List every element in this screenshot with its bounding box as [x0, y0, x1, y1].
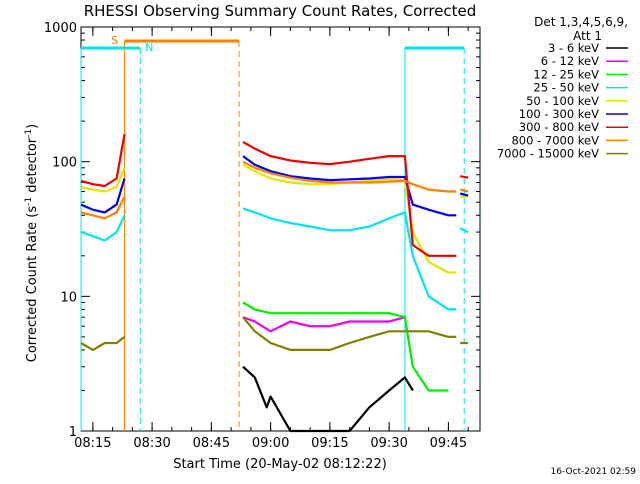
x-tick-label: 08:30 [133, 436, 170, 451]
legend-label-8: 7000 - 15000 keV [497, 147, 599, 161]
x-tick-label: 08:45 [193, 436, 230, 451]
night-flag-label: N [145, 41, 153, 54]
series-line-6 [459, 175, 469, 179]
x-tick-label: 09:30 [370, 436, 407, 451]
chart-title: RHESSI Observing Summary Count Rates, Co… [84, 2, 477, 20]
legend-header-line-2: Att 1 [573, 29, 602, 43]
series-line-1 [242, 316, 406, 333]
series-line-6 [242, 141, 457, 257]
series-line-5 [459, 192, 469, 197]
y-axis-label-mid: detector [25, 137, 40, 197]
legend-label-1: 6 - 12 keV [541, 54, 599, 68]
series-line-7 [242, 160, 457, 193]
x-tick-label: 09:45 [430, 436, 467, 451]
legend-label-0: 3 - 6 keV [548, 41, 599, 55]
y-tick-label: 1 [69, 425, 77, 440]
series-line-7 [459, 188, 469, 193]
y-axis-label: Corrected Count Rate (s-1 detector-1) [24, 124, 40, 362]
legend-label-7: 800 - 7000 keV [511, 133, 599, 147]
legend-label-5: 100 - 300 keV [519, 107, 599, 121]
x-axis-label: Start Time (20-May-02 08:12:22) [173, 457, 387, 472]
y-axis-label-prefix: Corrected Count Rate (s [25, 206, 40, 363]
series-line-7 [80, 196, 126, 220]
x-tick-label: 09:00 [252, 436, 289, 451]
legend-label-2: 12 - 25 keV [533, 67, 599, 81]
y-tick-label: 1000 [44, 21, 77, 36]
legend-label-6: 300 - 800 keV [519, 120, 599, 134]
plot-timestamp: 16-Oct-2021 02:59 [551, 467, 637, 477]
series-line-3 [242, 207, 457, 311]
series-line-5 [80, 178, 126, 214]
series-line-2 [242, 301, 449, 392]
y-axis-label-sup2: -1 [24, 129, 34, 138]
y-axis-label-sup: -1 [24, 197, 34, 206]
series-line-6 [80, 134, 126, 188]
y-axis-label-suffix: ) [25, 124, 40, 129]
legend-label-4: 50 - 100 keV [526, 94, 599, 108]
series-line-5 [242, 155, 457, 217]
series-line-8 [242, 316, 457, 351]
x-tick-label: 08:15 [74, 436, 111, 451]
series-line-8 [80, 336, 126, 351]
legend-header-line-1: Det 1,3,4,5,6,9, [534, 15, 628, 29]
y-tick-label: 100 [52, 156, 77, 171]
x-tick-label: 09:15 [311, 436, 348, 451]
series-line-3 [459, 227, 469, 234]
saa-flag-label: S [111, 34, 118, 47]
plot-area: 1 10 100 1000 08:15 08:30 08:45 09:00 09:15 09:30… [44, 21, 481, 451]
series-line-4 [80, 167, 126, 193]
y-tick-label: 10 [60, 290, 77, 305]
series-line-0 [242, 365, 414, 433]
series-line-3 [80, 214, 126, 242]
legend-label-3: 25 - 50 keV [533, 81, 599, 95]
